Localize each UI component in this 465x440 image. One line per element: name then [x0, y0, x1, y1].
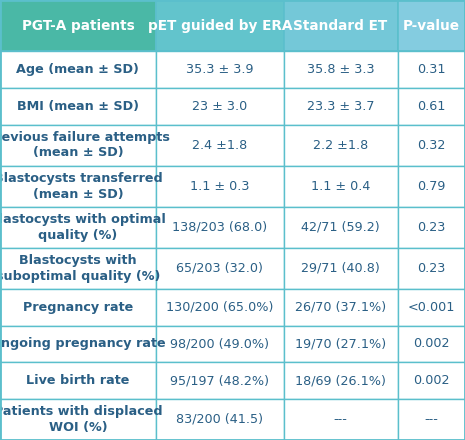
Text: 2.4 ±1.8: 2.4 ±1.8	[192, 139, 247, 152]
Bar	[0, 289, 156, 326]
Text: Blastocysts with optimal
quality (%): Blastocysts with optimal quality (%)	[0, 213, 166, 242]
Text: 65/203 (32.0): 65/203 (32.0)	[176, 262, 263, 275]
Bar	[398, 0, 465, 51]
Bar	[0, 326, 156, 362]
Bar	[284, 166, 398, 207]
Text: 26/70 (37.1%): 26/70 (37.1%)	[295, 301, 386, 314]
Text: 23 ± 3.0: 23 ± 3.0	[192, 100, 247, 113]
Bar	[398, 166, 465, 207]
Text: 0.002: 0.002	[413, 374, 450, 387]
Bar	[0, 207, 156, 248]
Bar	[156, 362, 284, 399]
Text: Live birth rate: Live birth rate	[26, 374, 130, 387]
Bar	[284, 125, 398, 166]
Bar	[0, 166, 156, 207]
Bar	[156, 248, 284, 289]
Bar	[398, 248, 465, 289]
Bar	[156, 289, 284, 326]
Text: 83/200 (41.5): 83/200 (41.5)	[176, 413, 263, 426]
Text: PGT-A patients: PGT-A patients	[21, 18, 134, 33]
Text: <0.001: <0.001	[408, 301, 455, 314]
Text: Blastocysts transferred
(mean ± SD): Blastocysts transferred (mean ± SD)	[0, 172, 162, 201]
Text: 0.23: 0.23	[417, 221, 445, 234]
Text: 19/70 (27.1%): 19/70 (27.1%)	[295, 337, 386, 350]
Text: 35.8 ± 3.3: 35.8 ± 3.3	[307, 63, 374, 76]
Bar	[284, 0, 398, 51]
Bar	[0, 51, 156, 88]
Text: Age (mean ± SD): Age (mean ± SD)	[16, 63, 140, 76]
Bar	[284, 248, 398, 289]
Text: 35.3 ± 3.9: 35.3 ± 3.9	[186, 63, 253, 76]
Bar	[284, 399, 398, 440]
Text: 2.2 ±1.8: 2.2 ±1.8	[313, 139, 368, 152]
Text: 23.3 ± 3.7: 23.3 ± 3.7	[307, 100, 374, 113]
Bar	[398, 125, 465, 166]
Text: Ongoing pregnancy rate: Ongoing pregnancy rate	[0, 337, 166, 350]
Bar	[0, 362, 156, 399]
Text: ---: ---	[334, 413, 347, 426]
Text: Blastocysts with
suboptimal quality (%): Blastocysts with suboptimal quality (%)	[0, 254, 160, 283]
Text: Patients with displaced
WOI (%): Patients with displaced WOI (%)	[0, 405, 162, 434]
Bar	[284, 289, 398, 326]
Text: 138/203 (68.0): 138/203 (68.0)	[172, 221, 267, 234]
Text: pET guided by ERA: pET guided by ERA	[147, 18, 292, 33]
Bar	[398, 362, 465, 399]
Text: P-value: P-value	[403, 18, 460, 33]
Text: 29/71 (40.8): 29/71 (40.8)	[301, 262, 380, 275]
Bar	[156, 125, 284, 166]
Text: 130/200 (65.0%): 130/200 (65.0%)	[166, 301, 273, 314]
Bar	[156, 0, 284, 51]
Bar	[398, 88, 465, 125]
Text: ---: ---	[425, 413, 438, 426]
Text: 0.79: 0.79	[417, 180, 445, 193]
Bar	[398, 399, 465, 440]
Bar	[156, 166, 284, 207]
Bar	[0, 248, 156, 289]
Text: Standard ET: Standard ET	[293, 18, 388, 33]
Bar	[398, 51, 465, 88]
Text: 0.61: 0.61	[417, 100, 445, 113]
Text: 0.31: 0.31	[417, 63, 445, 76]
Bar	[398, 326, 465, 362]
Bar	[284, 207, 398, 248]
Text: 1.1 ± 0.3: 1.1 ± 0.3	[190, 180, 249, 193]
Bar	[156, 399, 284, 440]
Bar	[0, 0, 156, 51]
Bar	[156, 326, 284, 362]
Bar	[156, 207, 284, 248]
Bar	[284, 326, 398, 362]
Bar	[156, 51, 284, 88]
Bar	[284, 362, 398, 399]
Text: 18/69 (26.1%): 18/69 (26.1%)	[295, 374, 386, 387]
Text: 1.1 ± 0.4: 1.1 ± 0.4	[311, 180, 370, 193]
Bar	[156, 88, 284, 125]
Text: 0.23: 0.23	[417, 262, 445, 275]
Bar	[0, 125, 156, 166]
Bar	[0, 399, 156, 440]
Text: 98/200 (49.0%): 98/200 (49.0%)	[170, 337, 269, 350]
Bar	[398, 207, 465, 248]
Bar	[284, 88, 398, 125]
Bar	[284, 51, 398, 88]
Text: 0.32: 0.32	[417, 139, 445, 152]
Text: BMI (mean ± SD): BMI (mean ± SD)	[17, 100, 139, 113]
Text: 0.002: 0.002	[413, 337, 450, 350]
Text: Previous failure attempts
(mean ± SD): Previous failure attempts (mean ± SD)	[0, 131, 170, 159]
Text: 95/197 (48.2%): 95/197 (48.2%)	[170, 374, 269, 387]
Text: Pregnancy rate: Pregnancy rate	[23, 301, 133, 314]
Bar	[398, 289, 465, 326]
Bar	[0, 88, 156, 125]
Text: 42/71 (59.2): 42/71 (59.2)	[301, 221, 380, 234]
